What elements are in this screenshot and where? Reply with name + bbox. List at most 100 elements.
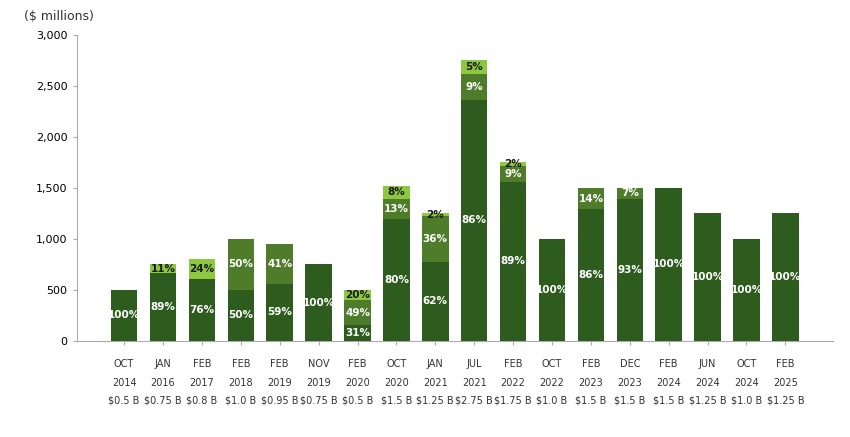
Bar	[267, 244, 293, 284]
Text: 2020: 2020	[384, 378, 409, 388]
Text: $0.75 B: $0.75 B	[144, 396, 182, 406]
Text: JUN: JUN	[699, 359, 717, 369]
Text: 2025: 2025	[773, 378, 798, 388]
Text: 80%: 80%	[384, 275, 409, 284]
Text: 100%: 100%	[653, 260, 685, 269]
Text: $1.5 B: $1.5 B	[575, 396, 607, 406]
Text: 100%: 100%	[691, 272, 723, 282]
Text: $1.5 B: $1.5 B	[381, 396, 412, 406]
Text: FEB: FEB	[231, 359, 250, 369]
Bar	[461, 100, 487, 341]
Text: FEB: FEB	[193, 359, 211, 369]
Bar	[344, 290, 371, 300]
Text: 2021: 2021	[462, 378, 486, 388]
Bar	[150, 273, 176, 341]
Bar	[422, 262, 449, 341]
Bar	[305, 264, 332, 341]
Text: FEB: FEB	[776, 359, 795, 369]
Text: FEB: FEB	[270, 359, 289, 369]
Text: 2022: 2022	[501, 378, 525, 388]
Text: 2019: 2019	[268, 378, 292, 388]
Text: 2017: 2017	[190, 378, 214, 388]
Text: 100%: 100%	[108, 310, 140, 320]
Text: $2.75 B: $2.75 B	[456, 396, 493, 406]
Text: 2019: 2019	[306, 378, 331, 388]
Bar	[500, 163, 526, 166]
Bar	[267, 284, 293, 341]
Text: 2016: 2016	[150, 378, 175, 388]
Text: OCT: OCT	[541, 359, 562, 369]
Text: OCT: OCT	[114, 359, 134, 369]
Text: 100%: 100%	[536, 285, 568, 295]
Text: 2020: 2020	[345, 378, 370, 388]
Bar	[500, 182, 526, 341]
Text: $0.5 B: $0.5 B	[109, 396, 139, 406]
Bar	[422, 213, 449, 216]
Text: 2%: 2%	[504, 159, 522, 169]
Bar	[461, 60, 487, 74]
Text: 2024: 2024	[734, 378, 759, 388]
Text: 8%: 8%	[388, 187, 405, 198]
Bar	[344, 325, 371, 341]
Text: JUL: JUL	[467, 359, 482, 369]
Text: $1.75 B: $1.75 B	[495, 396, 532, 406]
Text: $1.5 B: $1.5 B	[653, 396, 684, 406]
Text: FEB: FEB	[348, 359, 366, 369]
Bar	[772, 213, 799, 341]
Text: 5%: 5%	[465, 62, 483, 73]
Text: 24%: 24%	[190, 264, 214, 274]
Bar	[734, 239, 760, 341]
Text: NOV: NOV	[308, 359, 329, 369]
Text: 2%: 2%	[427, 210, 445, 220]
Text: 100%: 100%	[730, 285, 762, 295]
Bar	[110, 290, 138, 341]
Text: 76%: 76%	[190, 305, 214, 315]
Text: 2023: 2023	[579, 378, 604, 388]
Text: JAN: JAN	[155, 359, 172, 369]
Bar	[500, 166, 526, 182]
Text: FEB: FEB	[504, 359, 523, 369]
Bar	[344, 300, 371, 325]
Bar	[616, 198, 643, 341]
Text: 89%: 89%	[501, 257, 525, 267]
Text: 7%: 7%	[620, 188, 638, 198]
Text: 86%: 86%	[462, 215, 487, 225]
Bar	[578, 209, 604, 341]
Text: $1.25 B: $1.25 B	[688, 396, 727, 406]
Bar	[578, 188, 604, 209]
Bar	[461, 74, 487, 100]
Text: FEB: FEB	[660, 359, 678, 369]
Text: 20%: 20%	[345, 290, 370, 300]
Text: 2024: 2024	[695, 378, 720, 388]
Bar	[539, 239, 565, 341]
Text: $0.95 B: $0.95 B	[261, 396, 298, 406]
Text: OCT: OCT	[386, 359, 406, 369]
Text: 2024: 2024	[656, 378, 681, 388]
Text: $1.0 B: $1.0 B	[731, 396, 762, 406]
Text: $1.0 B: $1.0 B	[225, 396, 257, 406]
Text: 2014: 2014	[112, 378, 136, 388]
Bar	[228, 290, 254, 341]
Text: 49%: 49%	[345, 308, 370, 318]
Text: $1.0 B: $1.0 B	[536, 396, 568, 406]
Text: 86%: 86%	[578, 270, 603, 280]
Bar	[189, 279, 215, 341]
Text: 50%: 50%	[229, 260, 253, 269]
Bar	[228, 239, 254, 290]
Text: 59%: 59%	[267, 307, 292, 317]
Bar	[189, 259, 215, 279]
Text: 2021: 2021	[423, 378, 448, 388]
Bar	[422, 216, 449, 262]
Text: 41%: 41%	[267, 259, 292, 269]
Text: 11%: 11%	[150, 264, 175, 274]
Bar	[383, 198, 410, 218]
Text: 89%: 89%	[150, 302, 175, 312]
Text: $1.25 B: $1.25 B	[767, 396, 804, 406]
Text: 2022: 2022	[540, 378, 564, 388]
Text: $1.5 B: $1.5 B	[614, 396, 645, 406]
Text: 62%: 62%	[422, 296, 448, 306]
Text: 31%: 31%	[345, 328, 370, 338]
Text: JAN: JAN	[427, 359, 444, 369]
Text: 9%: 9%	[466, 82, 483, 92]
Text: 2023: 2023	[617, 378, 642, 388]
